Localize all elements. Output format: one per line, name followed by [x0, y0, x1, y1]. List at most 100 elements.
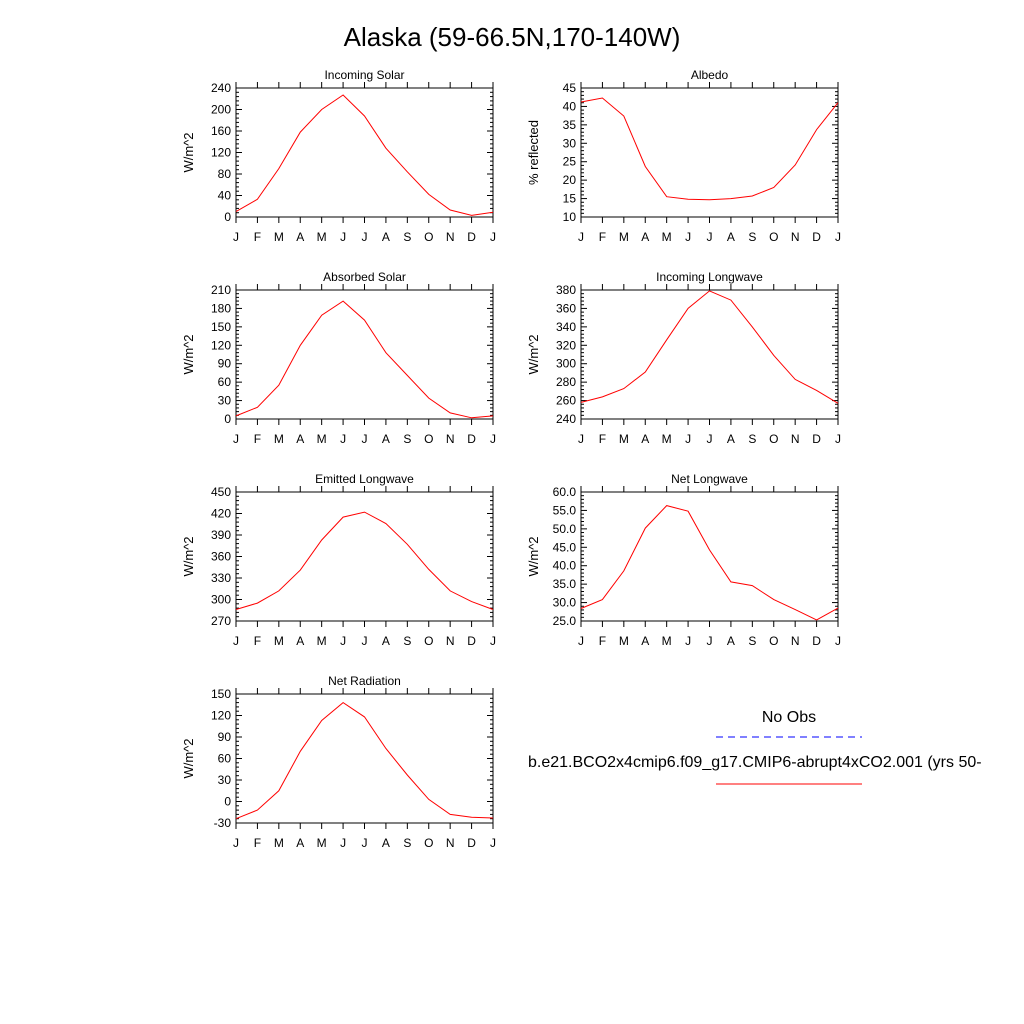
x-tick-label: O — [769, 230, 778, 244]
x-tick-label: M — [274, 230, 284, 244]
y-tick-label: 40 — [563, 99, 577, 113]
y-tick-label: 150 — [211, 320, 231, 334]
y-tick-label: 30.0 — [553, 596, 577, 610]
y-tick-label: 450 — [211, 485, 231, 499]
x-tick-label: F — [254, 634, 261, 648]
y-tick-label: 90 — [218, 357, 232, 371]
x-tick-label: J — [340, 836, 346, 850]
x-tick-label: O — [424, 230, 433, 244]
x-tick-label: D — [467, 634, 476, 648]
y-tick-label: 40 — [218, 189, 232, 203]
y-axis-label: W/m^2 — [181, 132, 196, 172]
x-tick-label: J — [707, 634, 713, 648]
x-tick-label: S — [403, 836, 411, 850]
y-tick-label: 15 — [563, 192, 577, 206]
series-line — [580, 97, 839, 201]
x-tick-label: D — [467, 230, 476, 244]
series-line — [235, 511, 494, 610]
y-tick-label: 380 — [556, 283, 576, 297]
y-tick-label: 30 — [218, 773, 232, 787]
y-tick-label: 30 — [563, 136, 577, 150]
x-tick-label: F — [599, 230, 606, 244]
x-tick-label: J — [362, 230, 368, 244]
plot-frame — [235, 693, 494, 824]
y-tick-label: 30 — [218, 394, 232, 408]
series-line — [235, 701, 494, 820]
x-tick-label: M — [619, 230, 629, 244]
y-tick-label: 0 — [224, 412, 231, 426]
x-tick-label: J — [362, 634, 368, 648]
x-tick-label: O — [424, 634, 433, 648]
x-tick-label: N — [446, 230, 455, 244]
y-tick-label: 55.0 — [553, 503, 577, 517]
x-tick-label: J — [578, 634, 584, 648]
y-tick-label: 0 — [224, 210, 231, 224]
x-tick-label: A — [296, 230, 304, 244]
x-tick-label: J — [685, 230, 691, 244]
x-tick-label: J — [233, 634, 239, 648]
chart-title: Incoming Longwave — [656, 270, 763, 284]
x-tick-label: J — [685, 432, 691, 446]
chart-panel-6: Net Longwave 25.0 30.0 35.0 40.0 45.0 50.0 55.0… — [526, 472, 841, 648]
x-tick-label: J — [233, 432, 239, 446]
chart-title: Net Radiation — [328, 674, 401, 688]
plot-frame — [235, 87, 494, 218]
series-line — [580, 505, 839, 621]
x-tick-label: O — [424, 836, 433, 850]
x-tick-label: D — [812, 634, 821, 648]
x-tick-label: M — [317, 836, 327, 850]
y-tick-label: 270 — [211, 614, 231, 628]
legend-model-label: b.e21.BCO2x4cmip6.f09_g17.CMIP6-abrupt4x… — [528, 754, 982, 771]
x-tick-label: A — [727, 634, 735, 648]
y-tick-label: 45 — [563, 81, 577, 95]
x-tick-label: J — [490, 230, 496, 244]
plot-frame — [235, 289, 494, 420]
x-tick-label: J — [578, 432, 584, 446]
x-tick-label: J — [835, 634, 841, 648]
x-tick-label: F — [254, 432, 261, 446]
y-tick-label: 25.0 — [553, 614, 577, 628]
y-tick-label: 210 — [211, 283, 231, 297]
x-tick-label: A — [296, 836, 304, 850]
x-tick-label: A — [296, 634, 304, 648]
y-tick-label: 300 — [211, 593, 231, 607]
y-tick-label: 35 — [563, 118, 577, 132]
y-tick-label: 340 — [556, 320, 576, 334]
y-tick-label: 360 — [211, 550, 231, 564]
y-tick-label: 10 — [563, 210, 577, 224]
x-tick-label: J — [707, 432, 713, 446]
y-tick-label: 0 — [224, 795, 231, 809]
x-tick-label: J — [362, 836, 368, 850]
y-tick-label: 35.0 — [553, 577, 577, 591]
y-axis-label: % reflected — [526, 120, 541, 185]
y-tick-label: 320 — [556, 338, 576, 352]
y-tick-label: 180 — [211, 301, 231, 315]
y-tick-label: 240 — [211, 81, 231, 95]
x-tick-label: D — [467, 836, 476, 850]
y-tick-label: 120 — [211, 709, 231, 723]
x-tick-label: N — [791, 634, 800, 648]
x-tick-label: A — [641, 634, 649, 648]
x-tick-label: J — [340, 432, 346, 446]
y-tick-label: 60.0 — [553, 485, 577, 499]
x-tick-label: J — [340, 230, 346, 244]
x-tick-label: A — [727, 432, 735, 446]
y-tick-label: 20 — [563, 173, 577, 187]
x-tick-label: S — [748, 432, 756, 446]
y-tick-label: 40.0 — [553, 559, 577, 573]
x-tick-label: J — [490, 634, 496, 648]
chart-title: Emitted Longwave — [315, 472, 414, 486]
x-tick-label: O — [769, 634, 778, 648]
x-tick-label: M — [662, 634, 672, 648]
y-tick-label: 120 — [211, 338, 231, 352]
x-tick-label: M — [274, 432, 284, 446]
y-tick-label: 200 — [211, 103, 231, 117]
x-tick-label: M — [619, 634, 629, 648]
y-tick-label: 260 — [556, 394, 576, 408]
figure-title: Alaska (59-66.5N,170-140W) — [344, 22, 681, 52]
x-tick-label: M — [317, 634, 327, 648]
y-tick-label: 150 — [211, 687, 231, 701]
